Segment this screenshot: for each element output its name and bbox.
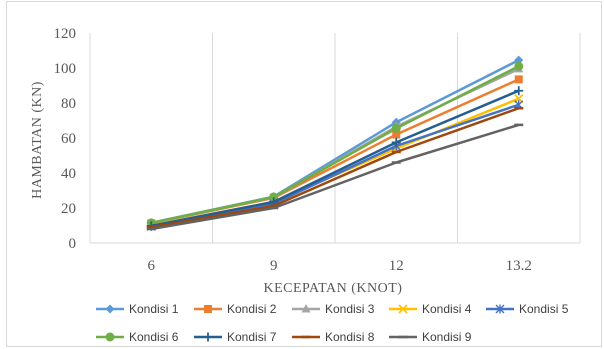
- legend-label: Kondisi 7: [227, 330, 277, 344]
- legend-label: Kondisi 6: [129, 330, 179, 344]
- legend-marker: [203, 332, 213, 342]
- data-point: [269, 192, 279, 202]
- legend-item: Kondisi 3: [292, 302, 375, 316]
- legend-marker: [204, 305, 212, 313]
- data-point: [391, 137, 401, 147]
- legend-label: Kondisi 5: [519, 302, 569, 316]
- legend: Kondisi 1 Kondisi 2 Kondisi 3 Kondisi 4 Kond…: [96, 302, 569, 344]
- legend-item: Kondisi 9: [389, 330, 472, 344]
- legend-label: Kondisi 2: [227, 302, 277, 316]
- y-axis-ticks: 0 20 40 60 80 100 120: [54, 26, 77, 252]
- legend-label: Kondisi 9: [422, 330, 472, 344]
- x-tick-label: 12: [389, 258, 404, 274]
- x-axis-title: KECEPATAN (KNOT): [264, 281, 403, 296]
- legend-item: Kondisi 8: [292, 330, 375, 344]
- legend-item: Kondisi 4: [389, 302, 472, 316]
- legend-item: Kondisi 1: [96, 302, 179, 316]
- series-9: [146, 123, 524, 231]
- legend-label: Kondisi 4: [422, 302, 472, 316]
- legend-item: Kondisi 7: [194, 330, 277, 344]
- x-tick-label: 6: [148, 258, 156, 274]
- legend-marker: [105, 332, 115, 342]
- data-point: [514, 61, 524, 71]
- legend-marker: [105, 304, 115, 314]
- legend-label: Kondisi 3: [325, 302, 375, 316]
- data-point: [391, 123, 401, 133]
- legend-label: Kondisi 1: [129, 302, 179, 316]
- y-tick-label: 20: [61, 201, 76, 217]
- legend-marker: [495, 304, 505, 314]
- gridlines: [89, 33, 581, 244]
- series-line: [151, 89, 520, 228]
- chart-frame: [6, 1, 602, 347]
- legend-item: Kondisi 6: [96, 330, 179, 344]
- x-tick-label: 13.2: [506, 258, 532, 274]
- data-point: [514, 75, 523, 84]
- legend-label: Kondisi 8: [325, 330, 375, 344]
- series-line: [151, 107, 520, 229]
- legend-item: Kondisi 2: [194, 302, 277, 316]
- data-point: [392, 130, 401, 139]
- series-line: [151, 123, 520, 231]
- y-tick-label: 80: [61, 96, 76, 112]
- y-tick-label: 100: [54, 61, 77, 77]
- x-tick-label: 9: [270, 258, 278, 274]
- y-tick-label: 120: [54, 26, 77, 42]
- y-tick-label: 0: [69, 236, 77, 252]
- x-axis-ticks: 6 9 12 13.2: [148, 258, 532, 274]
- legend-marker: [301, 304, 311, 313]
- series-line: [150, 65, 520, 225]
- y-tick-label: 60: [61, 131, 76, 147]
- y-axis-title: HAMBATAN (KN): [30, 81, 45, 199]
- y-tick-label: 40: [61, 166, 76, 182]
- legend-item: Kondisi 5: [486, 302, 569, 316]
- legend-marker: [398, 304, 408, 314]
- series-lines: [146, 55, 524, 231]
- data-point: [514, 86, 524, 96]
